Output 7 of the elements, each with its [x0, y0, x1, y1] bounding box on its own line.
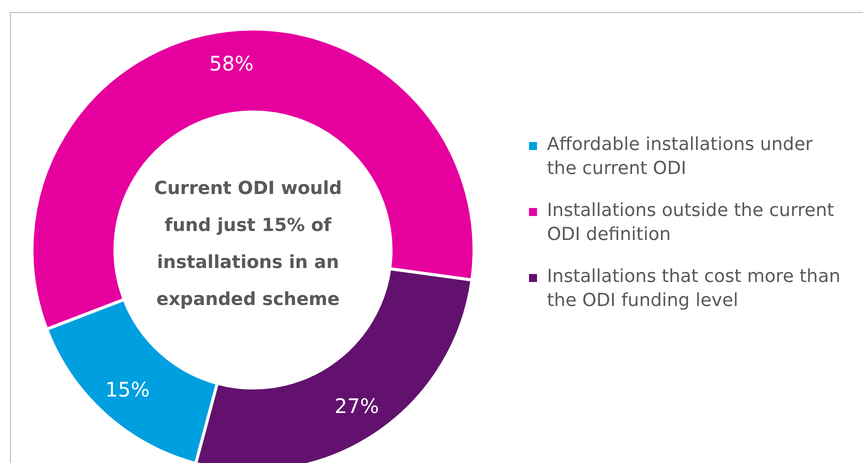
legend-label: Installations that cost more than the ODI funding level — [547, 264, 842, 312]
data-label: 58% — [209, 52, 254, 76]
text: Current ODI would fund just 15% of installations in an expanded scheme — [153, 177, 343, 312]
data-label: 15% — [105, 377, 150, 402]
data-label: 27% — [334, 394, 379, 418]
legend-label: Installations outside the current ODI definition — [547, 198, 836, 246]
legend-label: Affordable installations under the current ODI — [547, 132, 814, 180]
